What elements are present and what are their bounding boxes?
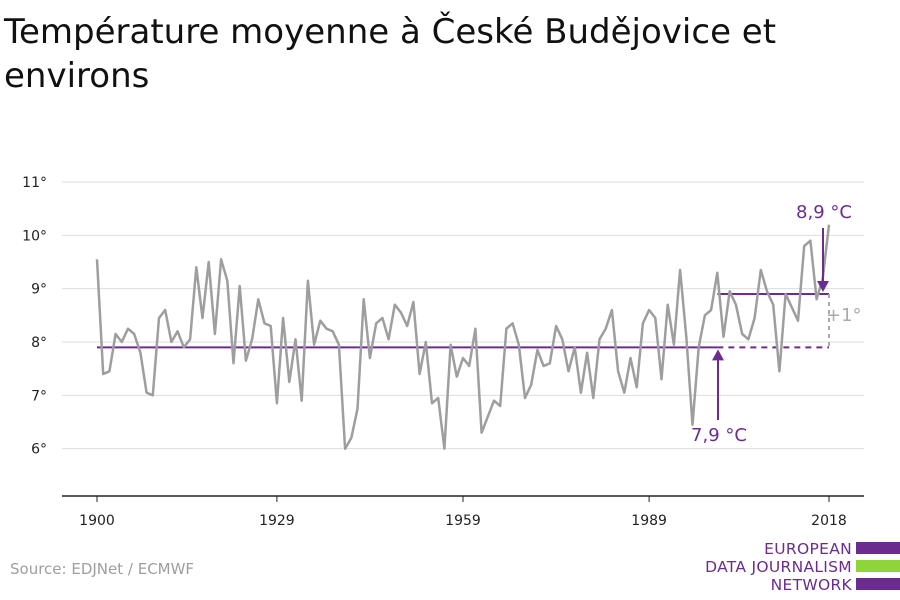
page-title: Température moyenne à České Budějovice e…: [4, 12, 777, 96]
x-axis: 1900 1929 1959 1989 2018: [62, 495, 864, 529]
y-tick-label-6: 6°: [31, 442, 47, 458]
temperature-series: [95, 224, 831, 450]
logo-bar-purple-top: [856, 542, 900, 554]
y-tick-label-8: 8°: [31, 335, 47, 351]
temperature-line: [95, 224, 831, 450]
grid-lines: [62, 181, 864, 450]
difference-label: +1°: [826, 305, 862, 326]
edjnet-logo: EUROPEAN DATA JOURNALISM NETWORK: [700, 538, 900, 596]
logo-line-2: DATA JOURNALISM: [705, 558, 852, 576]
baseline-arrow-head: [712, 349, 724, 361]
x-tick-label-2018: 2018: [811, 513, 847, 529]
reference-lines: [97, 293, 830, 349]
recent-arrow-head: [817, 281, 829, 292]
logo-line-3: NETWORK: [770, 576, 852, 594]
annotations: 8,9 °C 7,9 °C +1°: [691, 202, 862, 446]
logo-bar-green: [856, 560, 900, 572]
x-tick-label-1989: 1989: [631, 513, 667, 529]
baseline-mean-label: 7,9 °C: [691, 425, 747, 446]
logo-line-1: EUROPEAN: [764, 540, 852, 558]
x-tick-label-1959: 1959: [445, 513, 481, 529]
logo-bar-purple-bottom: [856, 578, 900, 590]
recent-mean-label: 8,9 °C: [796, 202, 852, 223]
y-tick-label-9: 9°: [31, 282, 47, 298]
y-tick-label-7: 7°: [31, 388, 47, 404]
x-tick-label-1900: 1900: [79, 513, 115, 529]
source-note: Source: EDJNet / ECMWF: [10, 560, 195, 578]
x-tick-label-1929: 1929: [259, 513, 295, 529]
y-axis-labels: 6° 7° 8° 9° 10° 11°: [22, 175, 47, 458]
y-tick-label-10: 10°: [22, 228, 47, 244]
y-tick-label-11: 11°: [22, 175, 47, 191]
